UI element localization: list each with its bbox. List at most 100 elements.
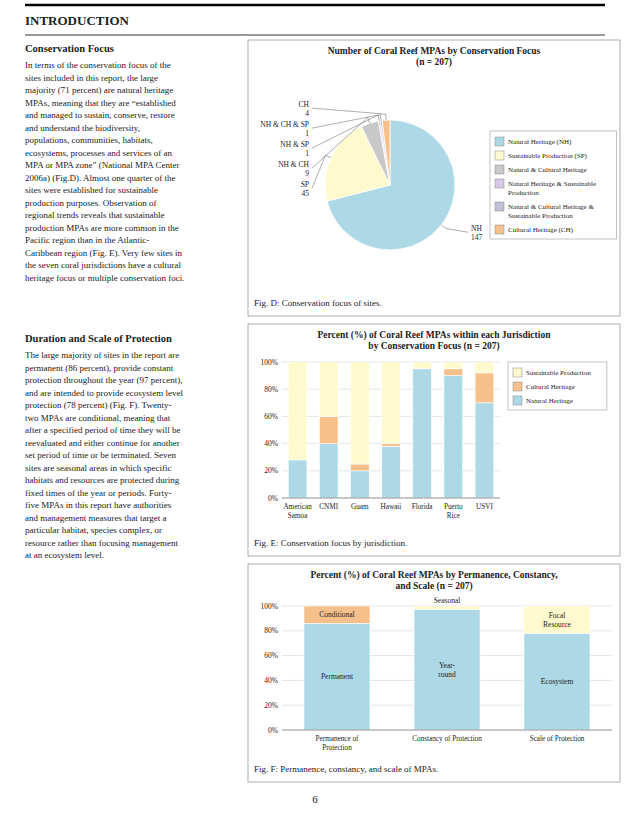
text-line: Duration and Scale of Protection [25,333,172,344]
text-line: production MPAs are more common in the [25,223,179,233]
grid-line [282,730,612,731]
x-tick-label: Hawaii [381,503,402,511]
text-line: majority (71 percent) are natural herita… [25,85,173,95]
bar-segment [351,362,370,464]
chart-subtitle: by Conservation Focus (n = 207) [368,341,499,352]
bar-label: FocalResource [543,611,572,629]
text-line: Percent (%) of Coral Reef MPAs within ea… [318,330,552,341]
legend-swatch [513,368,522,377]
text-line: (n = 207) [416,57,452,68]
leader-line [312,155,331,188]
bar-segment [475,362,494,373]
data-label: NH147 [471,224,483,242]
text-line: Permanent [321,672,354,681]
bar-segment [524,606,590,633]
leader-line [312,115,381,128]
text-line: Percent (%) of Coral Reef MPAs by Perman… [310,570,558,581]
legend-swatch [495,165,504,174]
text-line: 9 [305,169,309,178]
text-line: USVI [476,503,493,511]
text-line: Fig. E: Conservation focus by jurisdicti… [254,538,407,548]
tick-label: 20% [264,701,278,710]
leader-line [312,118,370,169]
bar-segment [444,362,463,369]
text-line: 80% [264,385,278,394]
text-line: 4 [305,109,309,118]
text-line: SP [301,180,309,189]
pie-slice [378,121,390,185]
text-line: Fig. D: Conservation focus of sites. [254,298,382,308]
leader-line [441,225,468,232]
data-label: CH4 [299,100,310,118]
text-line: In terms of the conservation focus of th… [25,60,171,70]
text-line: sites included in this report, the large [25,73,158,83]
text-line: Fig. F: Permanence, constancy, and scale… [254,764,438,774]
text-line: CNMI [319,503,338,511]
bar-label: Conditional [319,610,354,619]
text-line: 40% [264,676,278,685]
text-line: and managed to sustain, conserve, restor… [25,110,175,120]
text-line: fixed times of the year or periods. Fort… [25,488,171,498]
text-line: and management measures that target a [25,513,167,523]
text-line: five MPAs in this report have authoritie… [25,500,172,510]
bar-segment [382,446,401,498]
section-title: Duration and Scale of Protection [25,333,172,344]
chart-subtitle: and Scale (n = 207) [395,581,472,592]
text-line: Year- [439,661,456,670]
text-line: 60% [264,651,278,660]
marks [304,606,590,730]
tick-label: 20% [264,466,278,475]
legend-label: Cultural Heritage [526,383,575,391]
bar-segment [351,471,370,498]
text-line: Resource [543,620,572,629]
text-line: Caribbean region (Fig. E). Very few site… [25,248,183,258]
text-line: Cultural Heritage (CH) [508,226,574,234]
x-tick-label: CNMI [319,503,338,511]
text-line: Constancy of Protection [412,735,482,743]
header-rule [25,4,605,7]
x-tick-label: Guam [351,503,369,511]
text-line: protection (78 percent) (Fig. F). Twenty… [25,400,171,410]
text-line: permanent (86 percent), provide constant [25,363,174,373]
text-line: regional trends reveals that sustainable [25,210,164,220]
text-line: Conservation Focus [25,43,114,54]
text-line: set period of time or be terminated. Sev… [25,450,176,460]
figure-box [248,564,620,782]
bar-segment [524,633,590,730]
x-tick-label: Scale of Protection [530,735,585,743]
text-line: Seasonal [434,596,461,605]
tick-label: 60% [264,651,278,660]
tick-label: 100% [261,358,279,367]
text-line: at an ecosystem level. [25,550,104,560]
text-line: Cultural Heritage [526,383,575,391]
section-title: Conservation Focus [25,43,114,54]
text-line: the seven coral jurisdictions have a cul… [25,260,181,270]
text-line: round [438,670,456,679]
legend-swatch [495,137,504,146]
text-line: Natural & Cultural Heritage [508,166,587,174]
text-line: Hawaii [381,503,402,511]
legend-swatch [495,151,504,160]
text-line: Sustainable Production (SP) [508,152,588,160]
legend-label: Natural & Cultural Heritage [508,166,587,174]
text-line: and understand the biodiversity, [25,123,140,133]
text-line: INTRODUCTION [25,13,130,28]
chart-title: Percent (%) of Coral Reef MPAs by Perman… [310,570,558,581]
text-line: Number of Coral Reef MPAs by Conservatio… [328,46,541,56]
bar-segment [382,444,401,447]
text-line: American [283,503,312,511]
text-line: 0% [268,494,278,503]
legend-swatch [513,396,522,405]
bar-segment [304,623,370,730]
axis-line [282,730,612,731]
text-line: Florida [412,503,434,511]
text-line: reevaluated and either continue for anot… [25,438,180,448]
figure-caption: Fig. D: Conservation focus of sites. [254,298,382,308]
x-tick-label: USVI [476,503,493,511]
figure-box [248,40,620,316]
figure-box [248,324,620,556]
text-line: particular habitat, species complex, or [25,525,162,535]
text-line: NH & CH [278,160,309,169]
text-line: 45 [302,189,310,198]
text-line: MPAs, meaning that they are “established [25,98,176,108]
